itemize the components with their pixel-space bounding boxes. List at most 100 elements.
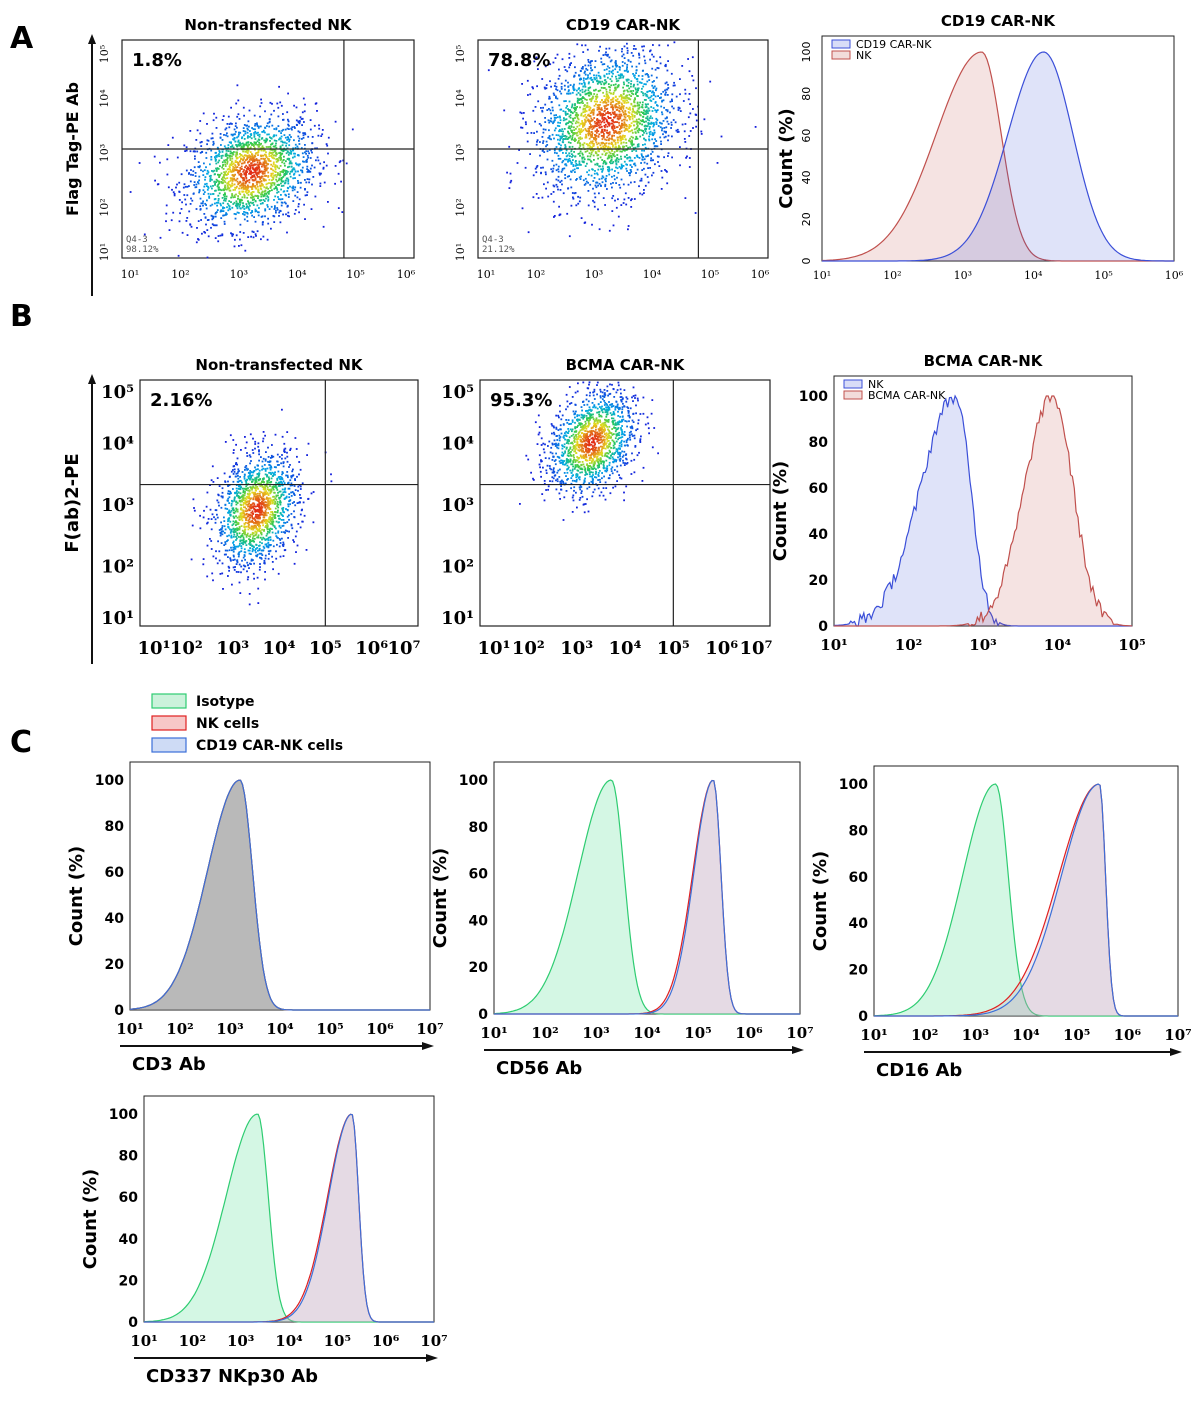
data-point [246, 212, 249, 215]
data-point [536, 130, 538, 133]
data-point [287, 196, 290, 198]
data-point [545, 84, 548, 86]
data-point [223, 532, 226, 534]
data-point [234, 161, 237, 164]
data-point [235, 169, 237, 171]
data-point [276, 102, 279, 105]
data-point [292, 149, 294, 152]
data-point [624, 110, 627, 113]
data-point [537, 68, 539, 70]
data-point [644, 130, 647, 133]
data-point [238, 155, 241, 158]
data-point [611, 134, 614, 137]
data-point [262, 499, 265, 502]
data-point [279, 539, 282, 541]
data-point [638, 122, 641, 125]
data-point [200, 145, 203, 147]
data-point [633, 198, 636, 200]
data-point [603, 69, 606, 71]
data-point [608, 169, 611, 171]
data-point [221, 176, 224, 179]
data-point [256, 166, 259, 169]
data-point [616, 109, 619, 111]
data-point [229, 152, 232, 155]
data-point [622, 111, 625, 114]
data-point [582, 96, 584, 98]
data-point [567, 132, 570, 135]
data-point [614, 146, 617, 149]
data-point [264, 175, 266, 177]
data-point [202, 112, 205, 115]
data-point [327, 152, 329, 155]
data-point [257, 188, 260, 191]
data-point [598, 110, 601, 113]
data-point [605, 131, 608, 134]
data-point [290, 475, 293, 478]
data-point [210, 528, 213, 531]
data-point [274, 502, 277, 505]
data-point [345, 162, 348, 165]
data-point [285, 142, 288, 145]
data-point [199, 527, 202, 530]
data-point [279, 157, 282, 159]
data-point [274, 171, 277, 173]
data-point [553, 114, 556, 117]
data-point [615, 80, 618, 83]
data-point [576, 132, 579, 134]
data-point [540, 107, 542, 109]
data-point [280, 493, 283, 496]
data-point [259, 105, 262, 108]
data-point [618, 107, 621, 109]
data-point [610, 159, 613, 162]
data-point [247, 493, 250, 496]
data-point [230, 133, 233, 136]
data-point [664, 65, 667, 68]
data-point [233, 245, 236, 248]
data-point [253, 546, 255, 549]
data-point [306, 168, 308, 170]
data-point [627, 101, 630, 104]
data-point [290, 165, 293, 168]
data-point [594, 66, 596, 69]
data-point [565, 114, 567, 116]
data-point [275, 494, 278, 497]
data-point [197, 165, 200, 168]
data-point [553, 85, 556, 87]
data-point [238, 544, 241, 547]
data-point [644, 73, 647, 76]
data-point [647, 97, 650, 99]
data-point [282, 184, 285, 187]
data-point [277, 106, 280, 109]
data-point [596, 125, 598, 127]
data-point [256, 486, 259, 488]
data-point [238, 480, 241, 482]
data-point [618, 158, 620, 161]
data-point [581, 157, 584, 160]
data-point [271, 179, 273, 182]
data-point [644, 110, 647, 113]
data-point [239, 223, 242, 226]
data-point [251, 211, 254, 213]
data-point [260, 195, 263, 198]
data-point [590, 174, 593, 177]
data-point [569, 109, 572, 112]
data-point [615, 103, 618, 105]
data-point [652, 55, 655, 58]
data-point [602, 87, 605, 89]
data-point [308, 181, 310, 184]
data-point [214, 182, 216, 185]
data-point [304, 103, 306, 106]
data-point [199, 208, 202, 211]
data-point [665, 109, 668, 111]
data-point [624, 149, 626, 152]
data-point [194, 175, 197, 177]
data-point [327, 201, 329, 203]
data-point [265, 179, 267, 182]
data-point [217, 183, 220, 186]
data-point [631, 111, 634, 113]
data-point [552, 122, 554, 125]
data-point [611, 175, 613, 178]
data-point [262, 235, 265, 238]
data-point [260, 199, 263, 201]
data-point [583, 84, 586, 86]
